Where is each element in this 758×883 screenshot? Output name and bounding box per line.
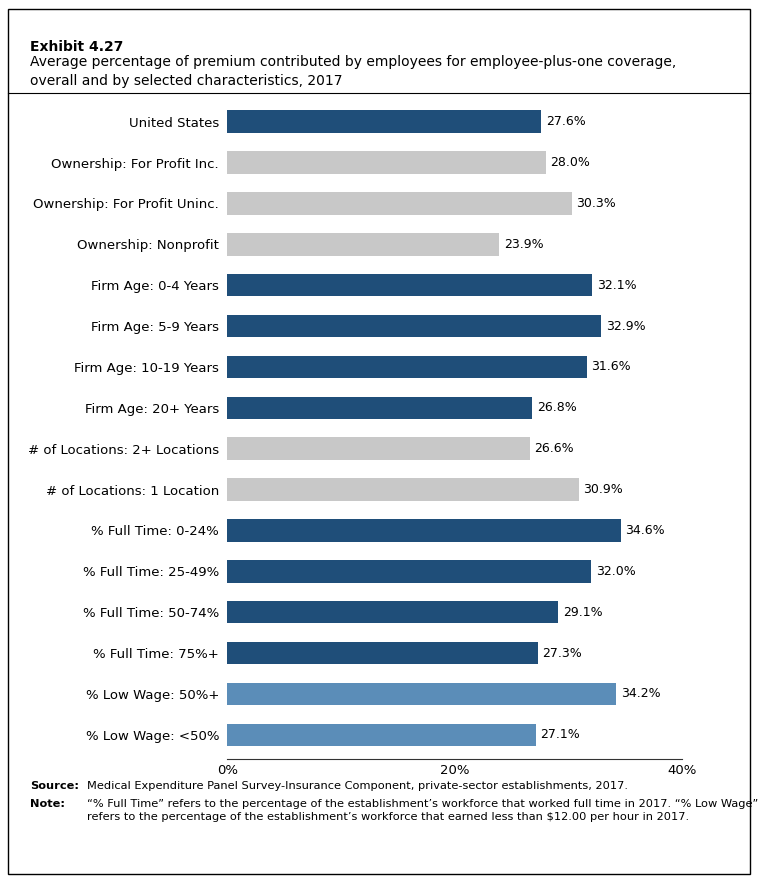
Bar	[227, 192, 572, 215]
Text: Note:: Note:	[30, 799, 65, 809]
Text: Source:: Source:	[30, 781, 80, 791]
Bar	[227, 396, 532, 419]
Bar	[227, 110, 541, 133]
Text: 34.6%: 34.6%	[625, 524, 665, 537]
Text: 23.9%: 23.9%	[503, 238, 543, 251]
Bar	[227, 437, 530, 460]
Bar	[227, 151, 546, 174]
Bar	[227, 683, 616, 706]
Text: 32.1%: 32.1%	[597, 279, 637, 291]
Text: Average percentage of premium contributed by employees for employee-plus-one cov: Average percentage of premium contribute…	[30, 55, 677, 87]
Text: 31.6%: 31.6%	[591, 360, 631, 374]
Bar	[227, 274, 592, 297]
Bar	[227, 723, 535, 746]
Text: 29.1%: 29.1%	[562, 606, 603, 619]
Text: 30.3%: 30.3%	[576, 197, 616, 210]
Text: 32.9%: 32.9%	[606, 320, 646, 333]
Text: 26.6%: 26.6%	[534, 442, 574, 456]
Bar	[227, 560, 591, 583]
Bar	[227, 356, 587, 378]
Bar	[227, 519, 621, 541]
Text: 34.2%: 34.2%	[621, 688, 660, 700]
Text: 26.8%: 26.8%	[537, 401, 576, 414]
Text: 30.9%: 30.9%	[583, 483, 623, 496]
Text: Exhibit 4.27: Exhibit 4.27	[30, 40, 124, 54]
Text: 27.6%: 27.6%	[546, 115, 585, 128]
Bar	[227, 315, 601, 337]
Text: 28.0%: 28.0%	[550, 156, 590, 169]
Text: “% Full Time” refers to the percentage of the establishment’s workforce that wor: “% Full Time” refers to the percentage o…	[87, 799, 758, 822]
Text: 27.3%: 27.3%	[542, 646, 582, 660]
Bar	[227, 601, 558, 623]
Bar	[227, 479, 579, 501]
Text: 32.0%: 32.0%	[596, 565, 635, 577]
Bar	[227, 233, 499, 255]
Bar	[227, 642, 538, 664]
Text: 27.1%: 27.1%	[540, 728, 580, 742]
Text: Medical Expenditure Panel Survey-Insurance Component, private-sector establishme: Medical Expenditure Panel Survey-Insuran…	[87, 781, 628, 791]
